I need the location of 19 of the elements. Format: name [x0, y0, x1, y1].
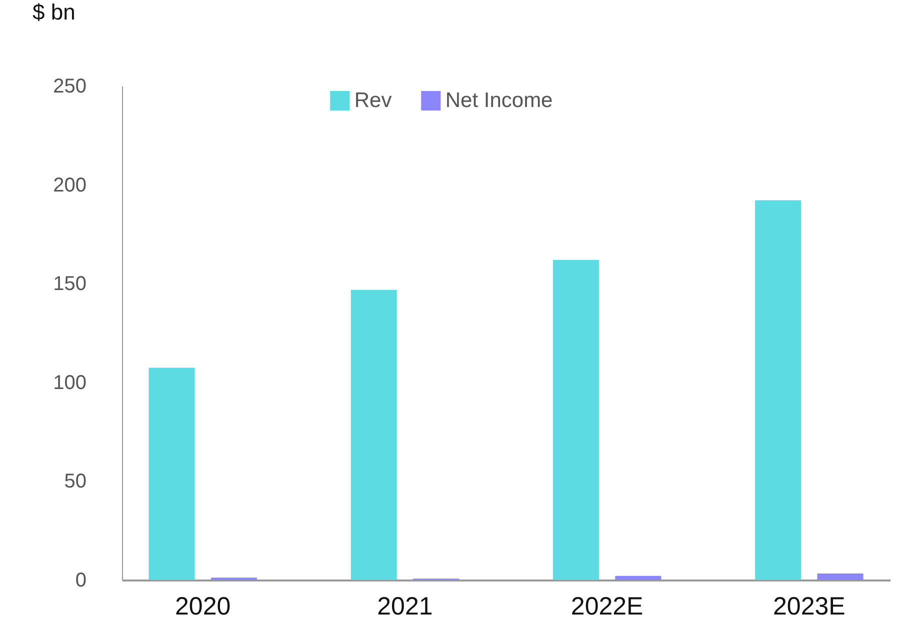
bar — [350, 290, 397, 580]
x-tick-label: 2020 — [175, 592, 231, 620]
x-tick-label: 2023E — [773, 592, 846, 620]
legend-label: Rev — [354, 88, 392, 112]
y-axis-title: $ bn — [32, 0, 76, 24]
bar — [552, 260, 599, 580]
legend-label: Net Income — [445, 88, 553, 112]
bar — [148, 368, 195, 580]
bar — [615, 576, 662, 580]
x-tick-label: 2021 — [377, 592, 433, 620]
bar — [755, 200, 802, 580]
y-tick-label: 50 — [64, 470, 86, 493]
bar — [817, 573, 864, 580]
y-tick-label: 250 — [53, 76, 86, 98]
x-tick-label: 2022E — [570, 592, 644, 620]
y-tick-label: 100 — [53, 372, 86, 394]
y-tick-label: 0 — [75, 570, 86, 592]
y-tick-label: 200 — [53, 174, 86, 196]
y-tick-label: 150 — [53, 273, 86, 296]
